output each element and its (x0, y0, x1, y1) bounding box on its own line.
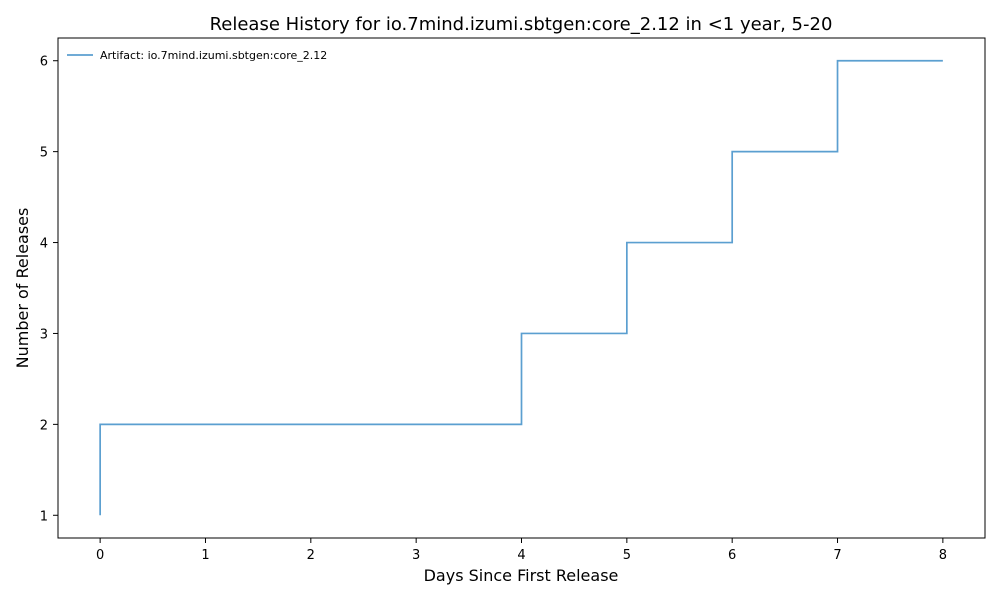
x-tick-label: 1 (201, 548, 209, 563)
plot-area (57, 37, 986, 539)
x-tick-label: 2 (307, 548, 315, 563)
y-tick-label: 6 (40, 55, 48, 70)
x-axis-ticks: 0 1 2 3 4 5 6 7 8 (96, 538, 947, 563)
y-tick-label: 1 (40, 509, 48, 524)
legend-label: Artifact: io.7mind.izumi.sbtgen:core_2.1… (100, 49, 327, 62)
x-tick-label: 4 (517, 548, 525, 563)
y-tick-label: 5 (40, 146, 48, 161)
y-tick-label: 3 (40, 327, 48, 342)
x-tick-label: 5 (623, 548, 631, 563)
series-step-line (99, 59, 943, 516)
y-tick-label: 2 (40, 418, 48, 433)
x-tick-label: 8 (939, 548, 947, 563)
x-tick-label: 7 (833, 548, 841, 563)
chart-title: Release History for io.7mind.izumi.sbtge… (210, 14, 833, 35)
x-axis-label: Days Since First Release (424, 566, 619, 585)
y-tick-label: 4 (40, 237, 48, 252)
x-tick-label: 6 (728, 548, 736, 563)
legend: Artifact: io.7mind.izumi.sbtgen:core_2.1… (67, 49, 327, 62)
y-axis-ticks: 1 2 3 4 5 6 (40, 55, 58, 524)
x-tick-label: 0 (96, 548, 104, 563)
y-axis-label: Number of Releases (13, 208, 32, 369)
x-tick-label: 3 (412, 548, 420, 563)
